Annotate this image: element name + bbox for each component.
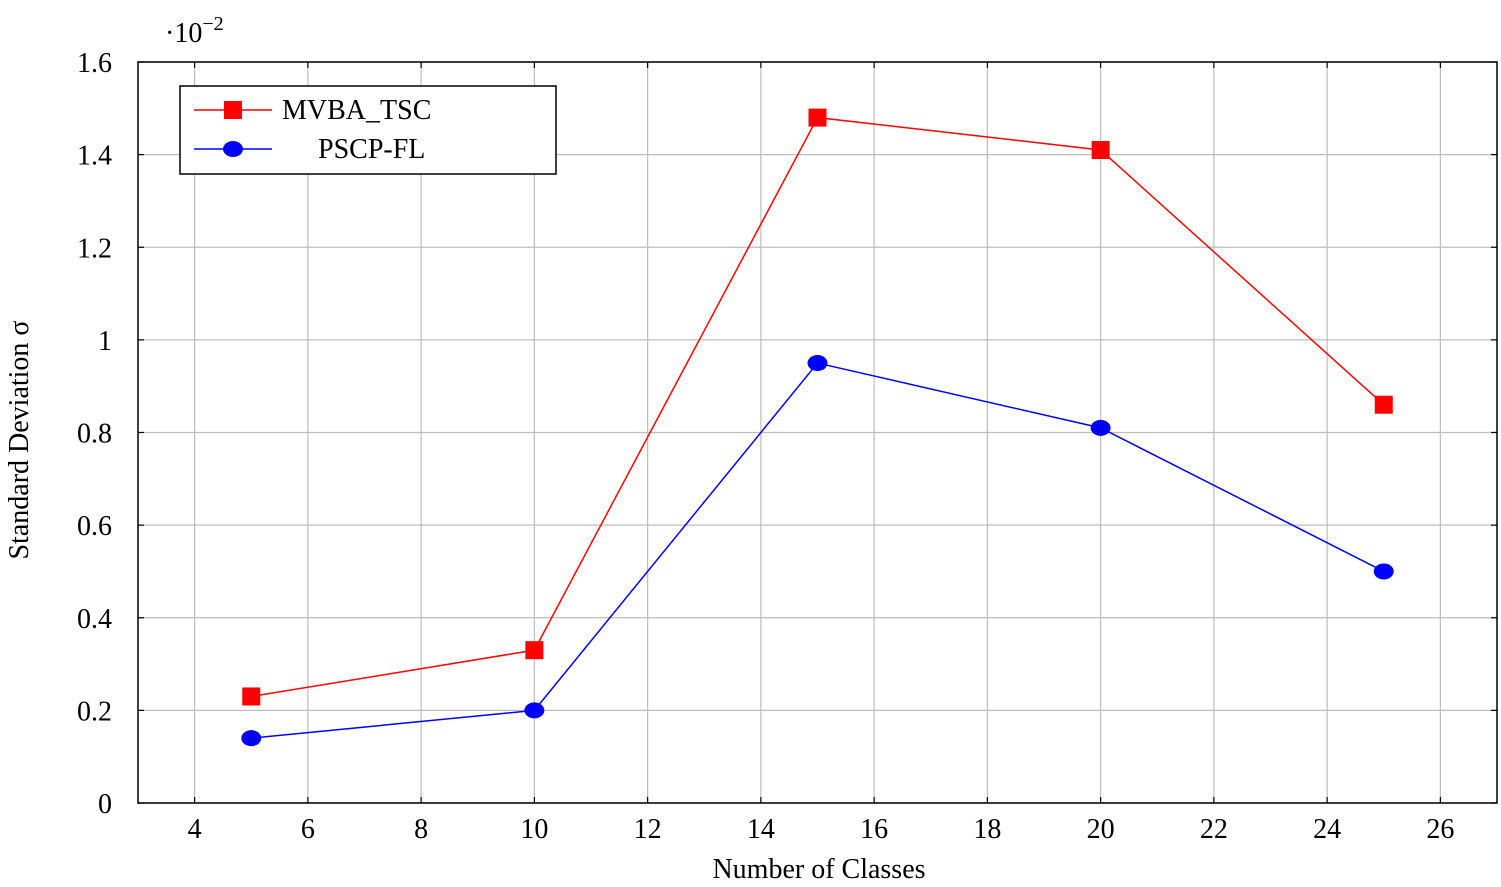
- y-tick-label: 0: [98, 789, 112, 820]
- x-tick-label: 16: [860, 814, 888, 845]
- series-mvba-tsc: [242, 108, 1393, 706]
- y-tick-label: 1.2: [77, 233, 112, 264]
- y-axis-multiplier: ·10−2: [165, 13, 224, 49]
- x-tick-label: 22: [1200, 814, 1228, 845]
- y-tick-label: 0.4: [77, 604, 112, 635]
- x-tick-label: 10: [520, 814, 548, 845]
- legend-marker-circle-icon: [223, 141, 243, 157]
- x-tick-label: 4: [188, 814, 202, 845]
- y-tick-label: 0.8: [77, 419, 112, 450]
- y-tick-label: 1: [98, 326, 112, 357]
- legend-entry-pscp-fl: PSCP-FL: [194, 134, 425, 165]
- y-tick-label: 1.6: [77, 48, 112, 79]
- series-pscp-fl: [241, 355, 1394, 747]
- y-tick-label: 0.2: [77, 696, 112, 727]
- y-tick-label: 1.4: [77, 141, 112, 172]
- x-tick-label: 18: [973, 814, 1001, 845]
- x-tick-label: 24: [1313, 814, 1341, 845]
- data-point-pscp-fl: [241, 730, 262, 747]
- series-layer: [241, 108, 1394, 747]
- data-point-mvba-tsc: [525, 641, 544, 660]
- legend: MVBA_TSC PSCP-FL: [179, 85, 557, 175]
- data-point-mvba-tsc: [808, 108, 827, 127]
- data-point-pscp-fl: [1373, 563, 1394, 580]
- x-tick-label: 20: [1087, 814, 1115, 845]
- x-axis-label: Number of Classes: [712, 854, 925, 885]
- legend-entry-mvba-tsc: MVBA_TSC: [194, 95, 431, 126]
- y-axis-label: Standard Deviation σ: [4, 320, 35, 559]
- data-point-pscp-fl: [524, 702, 545, 719]
- y-tick-label: 0.6: [77, 511, 112, 542]
- x-tick-label: 12: [634, 814, 662, 845]
- data-point-mvba-tsc: [242, 687, 261, 706]
- x-tick-label: 26: [1426, 814, 1454, 845]
- data-point-pscp-fl: [807, 355, 828, 372]
- legend-label-mvba-tsc: MVBA_TSC: [282, 95, 431, 126]
- axis-ticks: 4 6 8 10 12 14 16 18 20 22 24 26 0 0.2 0.4 0.6 0.8 1 1.2 1.…: [77, 48, 1497, 845]
- data-point-mvba-tsc: [1374, 395, 1393, 414]
- legend-marker-square-icon: [224, 101, 242, 119]
- x-tick-label: 8: [414, 814, 428, 845]
- data-point-pscp-fl: [1090, 419, 1111, 436]
- legend-box: [179, 85, 557, 175]
- data-point-mvba-tsc: [1091, 140, 1110, 159]
- legend-label-pscp-fl: PSCP-FL: [318, 134, 425, 165]
- x-tick-label: 14: [747, 814, 775, 845]
- x-tick-label: 6: [301, 814, 315, 845]
